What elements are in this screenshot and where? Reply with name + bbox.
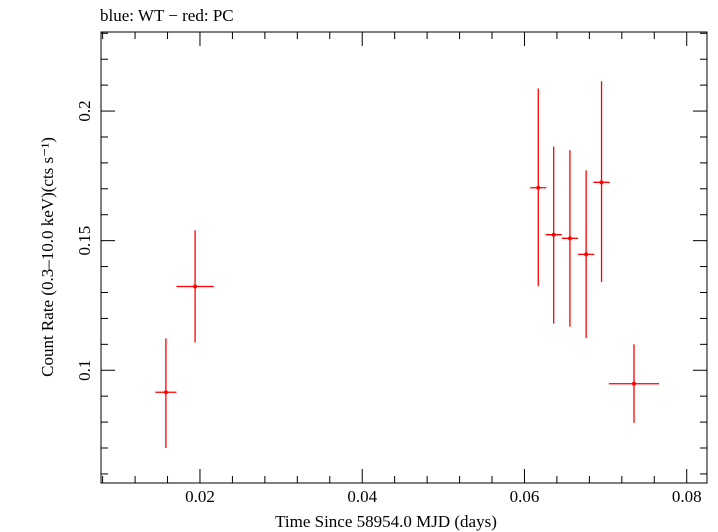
data-point [561, 150, 579, 327]
point-marker [567, 236, 572, 241]
y-tick-label: 0.2 [75, 100, 94, 121]
x-axis-label: Time Since 58954.0 MJD (days) [275, 512, 497, 531]
x-tick-label: 0.08 [672, 487, 702, 506]
x-tick-label: 0.02 [185, 487, 215, 506]
x-tick-label: 0.06 [510, 487, 540, 506]
point-marker [163, 390, 168, 395]
x-axis-ticks [102, 32, 688, 483]
point-marker [551, 232, 556, 237]
data-point [593, 81, 610, 283]
point-marker [599, 180, 604, 185]
y-axis-tick-labels: 0.1 0.15 0.2 [75, 100, 94, 380]
point-marker [584, 252, 589, 257]
y-tick-label: 0.15 [75, 226, 94, 256]
plot-frame [100, 31, 708, 484]
data-points [155, 81, 660, 449]
y-axis-label: Count Rate (0.3–10.0 keV)(cts s⁻¹) [38, 137, 57, 377]
x-tick-label: 0.04 [347, 487, 377, 506]
data-point [176, 230, 214, 343]
y-axis-ticks [101, 32, 707, 475]
data-point [578, 170, 595, 339]
data-point [608, 344, 660, 423]
data-point [530, 88, 547, 287]
data-point [155, 338, 177, 449]
point-marker [536, 185, 541, 190]
data-point [545, 146, 562, 324]
y-tick-label: 0.1 [75, 360, 94, 381]
point-marker [631, 381, 636, 386]
x-axis-tick-labels: 0.02 0.04 0.06 0.08 [185, 487, 701, 506]
point-marker [193, 284, 198, 289]
chart-title: blue: WT − red: PC [100, 6, 234, 25]
